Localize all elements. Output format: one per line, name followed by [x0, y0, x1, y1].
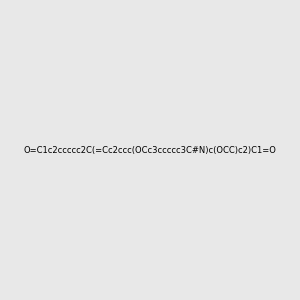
Text: O=C1c2ccccc2C(=Cc2ccc(OCc3ccccc3C#N)c(OCC)c2)C1=O: O=C1c2ccccc2C(=Cc2ccc(OCc3ccccc3C#N)c(OC… [24, 146, 276, 154]
